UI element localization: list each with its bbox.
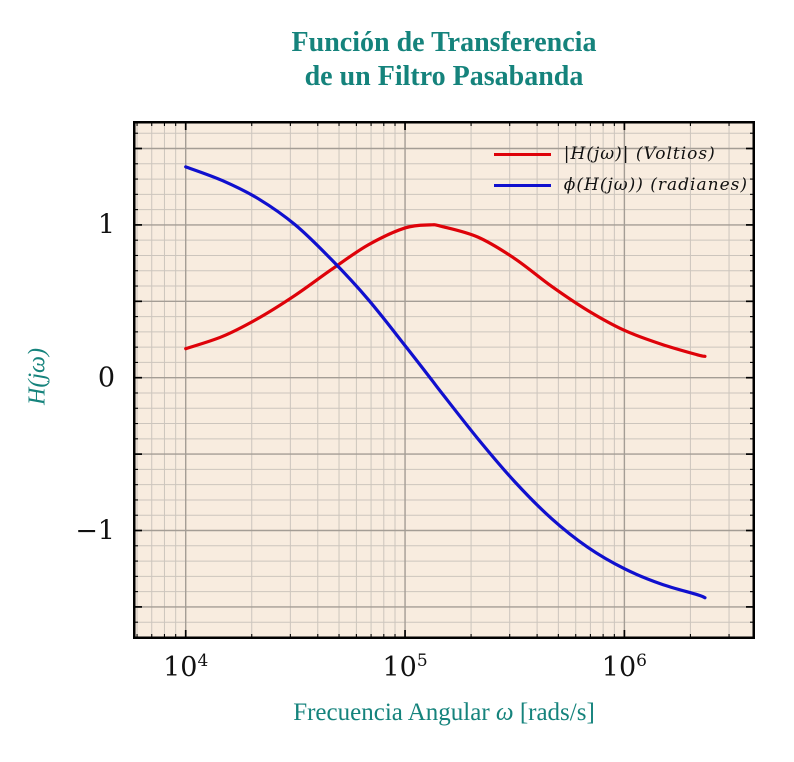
x-tick-label-10e5: 105: [382, 651, 428, 683]
chart-title: Función de Transferencia de un Filtro Pa…: [133, 26, 755, 94]
y-tick-label--1: −1: [75, 515, 115, 546]
chart-title-line-2: de un Filtro Pasabanda: [304, 61, 584, 92]
x-tick-label-10e6: 106: [601, 651, 647, 683]
y-tick-label-1: 1: [97, 209, 115, 241]
x-axis-label-text: Frecuencia Angular: [293, 699, 496, 726]
x-axis-label: Frecuencia Angular ω [rads/s]: [133, 699, 755, 727]
omega-symbol: ω: [495, 699, 514, 726]
legend-row-magnitude: |H(jω)| (Voltios): [493, 144, 748, 164]
plot-canvas: [133, 121, 755, 639]
plot-background: [133, 121, 755, 639]
x-axis-label-units: [rads/s]: [513, 699, 595, 726]
legend-row-phase: ϕ(H(jω)) (radianes): [493, 175, 748, 195]
chart-title-line-1: Función de Transferencia: [291, 27, 597, 58]
magnitude-line-swatch: [493, 152, 551, 156]
y-tick-label-0: 0: [97, 362, 115, 394]
magnitude-curve: [184, 223, 707, 358]
x-tick-label-10e4: 104: [163, 651, 209, 683]
phase-curve: [184, 165, 707, 600]
phase-legend-label: ϕ(H(jω)) (radianes): [563, 175, 748, 195]
legend: |H(jω)| (Voltios) ϕ(H(jω)) (radianes): [493, 144, 748, 195]
plot-frame: [133, 121, 755, 639]
y-axis-label: H(jω): [24, 348, 51, 405]
phase-line-swatch: [493, 183, 551, 187]
plot-area: |H(jω)| (Voltios) ϕ(H(jω)) (radianes): [133, 121, 755, 639]
magnitude-legend-label: |H(jω)| (Voltios): [563, 144, 716, 164]
